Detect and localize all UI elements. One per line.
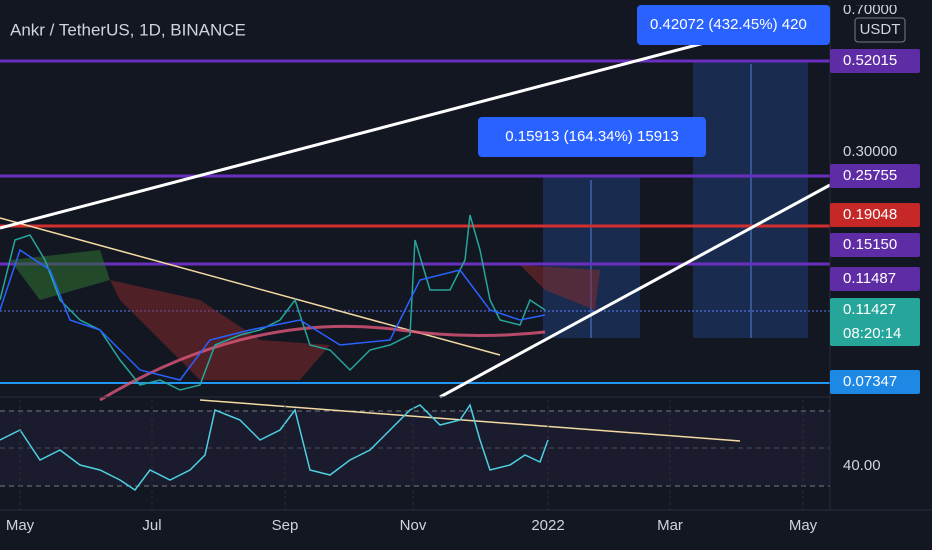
price-label-box xyxy=(830,49,920,73)
time-tick: Sep xyxy=(272,517,299,534)
countdown: 08:20:14 xyxy=(843,325,901,342)
price-label-box xyxy=(830,233,920,257)
measure-label-box xyxy=(637,5,830,45)
price-label-box xyxy=(830,164,920,188)
ichimoku-cloud xyxy=(520,265,600,310)
time-tick: 2022 xyxy=(531,517,564,534)
last-price-box xyxy=(830,298,920,346)
price-label: 0.11487 xyxy=(843,270,896,287)
ichimoku-cloud xyxy=(10,250,110,300)
price-label-box xyxy=(830,203,920,227)
price-label-box xyxy=(830,370,920,394)
axis-mask xyxy=(830,0,932,5)
price-label: 0.15150 xyxy=(843,236,897,253)
rsi-trend-line xyxy=(199,399,741,442)
time-tick: Mar xyxy=(657,517,683,534)
channel-line xyxy=(439,183,831,399)
price-tick: 0.30000 xyxy=(843,143,897,160)
price-label: 0.07347 xyxy=(843,373,897,390)
measure-label: 0.42072 (432.45%) 420 xyxy=(650,16,807,33)
currency: USDT xyxy=(860,21,901,38)
time-tick: Nov xyxy=(400,517,427,534)
price-tick: 0.70000 xyxy=(843,1,897,18)
time-tick: May xyxy=(6,517,35,534)
time-tick: May xyxy=(789,517,818,534)
channel-line xyxy=(0,8,831,230)
measure-label-box xyxy=(478,117,706,157)
price-series xyxy=(0,214,546,391)
time-tick: Jul xyxy=(142,517,161,534)
moving-average xyxy=(99,324,546,402)
ichimoku-cloud xyxy=(110,280,330,380)
price-label: 0.19048 xyxy=(843,206,897,223)
measure-label: 0.15913 (164.34%) 15913 xyxy=(505,128,678,145)
currency-box xyxy=(854,17,906,43)
conversion-line xyxy=(0,248,546,381)
rsi-tick: 40.00 xyxy=(843,457,881,474)
price-label: 0.25755 xyxy=(843,167,897,184)
price-label: 0.52015 xyxy=(843,52,897,69)
price-label-box xyxy=(830,267,920,291)
last-price: 0.11427 xyxy=(843,301,896,318)
chart-title: Ankr / TetherUS, 1D, BINANCE xyxy=(10,20,246,39)
rsi-line xyxy=(0,403,549,492)
